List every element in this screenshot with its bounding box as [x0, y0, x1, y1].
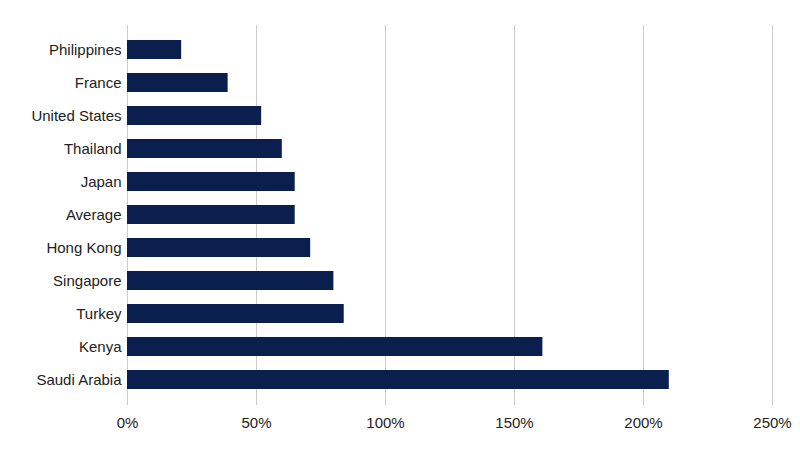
svg-text:Singapore: Singapore: [53, 272, 121, 289]
svg-text:Turkey: Turkey: [76, 305, 122, 322]
svg-text:Japan: Japan: [81, 173, 122, 190]
svg-text:0%: 0%: [117, 414, 139, 431]
svg-text:United States: United States: [31, 107, 121, 124]
svg-text:France: France: [75, 74, 122, 91]
svg-text:Philippines: Philippines: [49, 41, 122, 58]
svg-text:200%: 200%: [624, 414, 662, 431]
svg-text:Saudi Arabia: Saudi Arabia: [36, 371, 122, 388]
svg-text:Kenya: Kenya: [79, 338, 122, 355]
svg-text:100%: 100%: [366, 414, 404, 431]
svg-text:Average: Average: [66, 206, 122, 223]
svg-text:250%: 250%: [753, 414, 791, 431]
svg-text:150%: 150%: [495, 414, 533, 431]
svg-text:Thailand: Thailand: [64, 140, 122, 157]
svg-text:Hong Kong: Hong Kong: [46, 239, 121, 256]
svg-text:50%: 50%: [241, 414, 271, 431]
